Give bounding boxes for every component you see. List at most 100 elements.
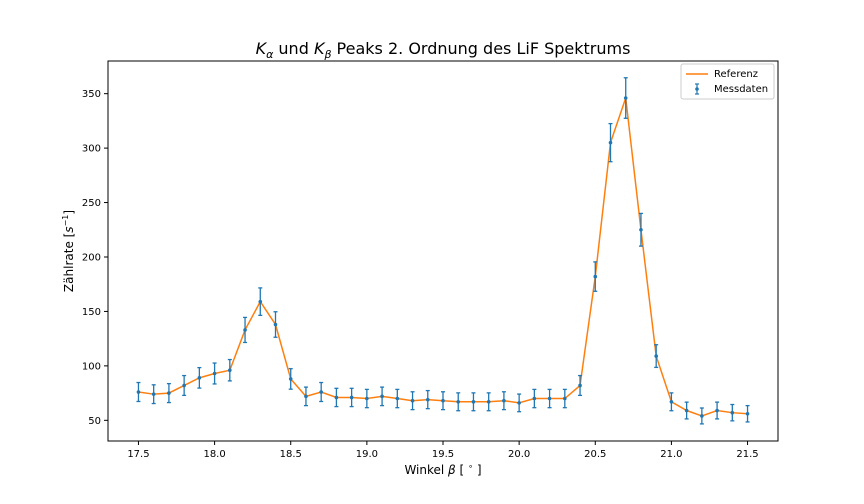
messdaten-point — [395, 388, 400, 409]
messdaten-point — [182, 374, 187, 397]
y-tick-label: 300 — [82, 144, 101, 155]
messdaten-point — [699, 407, 704, 425]
data-point — [456, 400, 461, 404]
messdaten-point — [517, 393, 522, 413]
messdaten-point — [166, 382, 171, 404]
messdaten-series — [136, 77, 750, 425]
data-point — [608, 140, 613, 145]
data-point — [547, 396, 552, 401]
messdaten-point — [608, 122, 613, 163]
messdaten-point — [593, 261, 598, 292]
data-point — [380, 394, 384, 399]
messdaten-point — [486, 392, 491, 412]
y-tick-label: 100 — [82, 361, 101, 372]
messdaten-point — [212, 362, 217, 385]
y-axis: 50 100 150 200 250 300 350 — [82, 89, 108, 427]
x-tick-label: 21.0 — [660, 449, 682, 460]
messdaten-point — [425, 389, 430, 410]
messdaten-point — [303, 386, 308, 407]
messdaten-point — [471, 392, 476, 412]
data-point — [212, 371, 217, 376]
messdaten-point — [273, 311, 278, 338]
x-tick-label: 17.5 — [127, 449, 149, 460]
messdaten-point — [562, 388, 567, 409]
messdaten-point — [364, 388, 369, 409]
x-tick-label: 20.0 — [508, 449, 530, 460]
y-tick-label: 50 — [88, 416, 101, 427]
data-point — [395, 396, 400, 401]
y-tick-label: 200 — [82, 252, 101, 263]
data-point — [273, 322, 278, 327]
data-point — [425, 397, 430, 402]
data-point — [334, 395, 339, 400]
data-point — [365, 396, 369, 401]
messdaten-point — [638, 212, 643, 247]
data-point — [349, 395, 354, 400]
messdaten-point — [334, 387, 339, 408]
data-point — [502, 398, 506, 403]
messdaten-point — [730, 403, 735, 422]
chart-title: Kα und Kβ Peaks 2. Ordnung des LiF Spekt… — [256, 39, 631, 61]
data-point — [410, 398, 415, 403]
messdaten-point — [578, 374, 583, 397]
data-point — [730, 410, 735, 415]
x-tick-label: 20.5 — [584, 449, 606, 460]
messdaten-point — [136, 381, 141, 403]
messdaten-point — [547, 388, 552, 409]
messdaten-point — [319, 381, 324, 403]
messdaten-point — [684, 401, 689, 420]
data-point — [243, 328, 247, 332]
messdaten-point — [288, 368, 293, 390]
x-tick-label: 19.5 — [432, 449, 454, 460]
messdaten-point — [745, 404, 750, 423]
messdaten-point — [654, 344, 659, 369]
data-point — [228, 368, 232, 373]
messdaten-point — [715, 401, 720, 420]
data-point — [258, 299, 263, 304]
data-point — [593, 274, 598, 279]
data-point — [623, 96, 628, 100]
messdaten-point — [623, 77, 628, 119]
messdaten-point — [669, 392, 674, 412]
messdaten-point — [227, 358, 232, 382]
x-tick-label: 21.5 — [736, 449, 758, 460]
data-point — [486, 400, 491, 404]
y-tick-label: 350 — [82, 89, 101, 100]
data-point — [471, 400, 476, 404]
data-point — [684, 408, 689, 413]
messdaten-point — [456, 392, 461, 412]
data-point — [578, 383, 582, 388]
y-tick-label: 250 — [82, 198, 101, 209]
data-point — [532, 396, 537, 401]
data-point — [441, 398, 445, 403]
messdaten-point — [501, 391, 506, 411]
x-tick-label: 19.0 — [356, 449, 378, 460]
data-point — [700, 414, 704, 418]
data-point — [197, 376, 202, 380]
y-axis-label: Zählrate [s−1] — [61, 210, 76, 292]
legend: Referenz Messdaten — [680, 63, 775, 100]
data-point — [745, 411, 750, 416]
data-point — [517, 401, 521, 405]
x-tick-label: 18.5 — [280, 449, 302, 460]
data-point — [151, 392, 156, 396]
y-tick-label: 150 — [82, 307, 101, 318]
plot-area — [107, 60, 779, 442]
messdaten-point — [410, 391, 415, 411]
messdaten-point — [532, 388, 537, 409]
x-axis: 17.5 18.0 18.5 19.0 19.5 20.0 20.5 21.0 21.5 — [127, 441, 759, 460]
data-point — [136, 390, 141, 394]
messdaten-point — [441, 391, 445, 411]
messdaten-point — [197, 366, 202, 389]
data-point — [715, 408, 719, 413]
data-point — [167, 391, 171, 395]
data-point — [288, 377, 293, 381]
messdaten-point — [151, 384, 156, 405]
x-axis-label: Winkel β [ ∘ ] — [404, 462, 481, 477]
data-point — [669, 400, 674, 404]
data-point — [304, 394, 308, 399]
messdaten-point — [258, 287, 263, 316]
data-point — [182, 383, 186, 388]
x-tick-label: 18.0 — [203, 449, 225, 460]
